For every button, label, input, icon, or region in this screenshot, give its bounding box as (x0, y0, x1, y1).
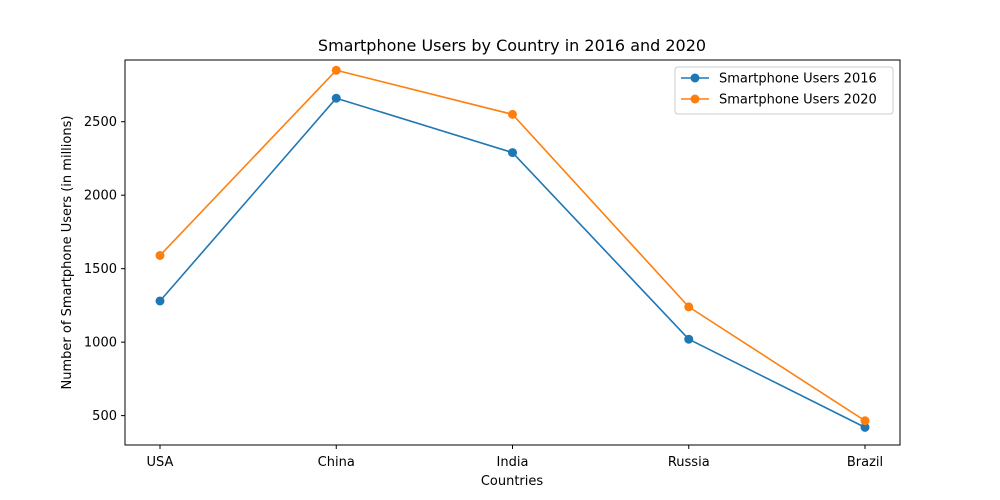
x-tick-label: USA (147, 455, 174, 470)
data-point (684, 302, 694, 312)
data-point (860, 422, 870, 432)
data-point (860, 416, 870, 426)
data-point (155, 250, 165, 260)
x-axis-label: Countries (481, 474, 544, 489)
x-axis: USA China India Russia Brazil (147, 445, 883, 470)
series-layer (155, 65, 870, 432)
legend-marker (690, 73, 700, 83)
y-tick-label: 1500 (84, 262, 117, 277)
chart-title: Smartphone Users by Country in 2016 and … (318, 36, 706, 55)
legend-marker (690, 94, 700, 104)
data-point (508, 148, 517, 158)
y-axis-label: Number of Smartphone Users (in millions) (60, 116, 75, 390)
data-point (508, 109, 517, 119)
data-point (331, 93, 341, 103)
data-point (331, 65, 341, 75)
legend: Smartphone Users 2016 Smartphone Users 20… (674, 66, 894, 115)
x-tick-label: China (318, 455, 355, 470)
y-tick-label: 500 (92, 409, 117, 424)
y-axis: 500 1000 1500 2000 2500 (84, 115, 125, 424)
legend-box (674, 66, 894, 115)
x-tick-label: Brazil (847, 455, 883, 470)
data-point (684, 334, 694, 344)
legend-label: Smartphone Users 2016 (719, 72, 877, 87)
data-point (155, 296, 165, 306)
y-tick-label: 2000 (84, 189, 117, 204)
x-tick-label: India (497, 455, 529, 470)
y-tick-label: 1000 (84, 336, 117, 351)
y-tick-label: 2500 (84, 115, 117, 130)
x-tick-label: Russia (668, 455, 710, 470)
legend-label: Smartphone Users 2020 (719, 93, 877, 108)
